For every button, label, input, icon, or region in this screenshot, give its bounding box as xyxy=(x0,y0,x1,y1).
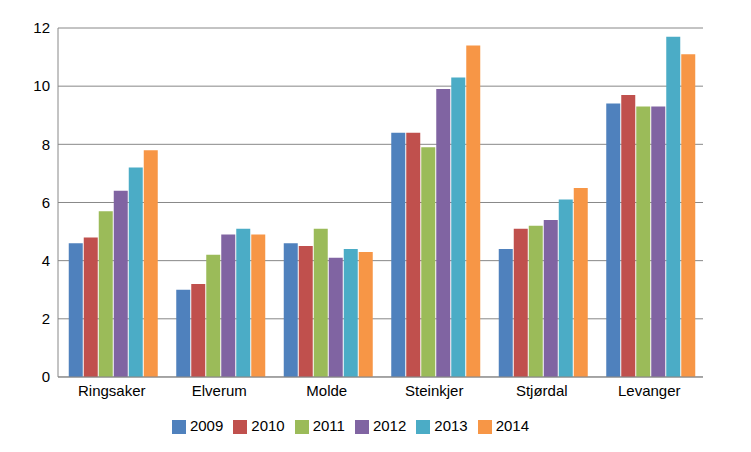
svg-text:8: 8 xyxy=(42,136,50,153)
svg-text:Levanger: Levanger xyxy=(618,382,681,399)
html-text:2010: 2010 xyxy=(251,417,285,434)
html-text:2012: 2012 xyxy=(372,417,407,434)
svg-text:0: 0 xyxy=(42,368,50,385)
svg-text:4: 4 xyxy=(42,252,50,269)
svg-text:2: 2 xyxy=(42,310,50,327)
svg-text:Ringsaker: Ringsaker xyxy=(78,382,146,399)
html-text:2009: 2009 xyxy=(189,417,224,434)
svg-text:Elverum: Elverum xyxy=(192,382,247,399)
svg-text:Stjørdal: Stjørdal xyxy=(516,382,568,399)
html-text:2011: 2011 xyxy=(312,417,345,434)
svg-text:Molde: Molde xyxy=(306,382,347,399)
svg-text:6: 6 xyxy=(42,194,50,211)
svg-text:12: 12 xyxy=(33,19,50,36)
html-text:2014: 2014 xyxy=(495,417,530,434)
svg-text:10: 10 xyxy=(33,77,50,94)
svg-text:Steinkjer: Steinkjer xyxy=(405,382,463,399)
html-text:2013: 2013 xyxy=(434,417,468,434)
